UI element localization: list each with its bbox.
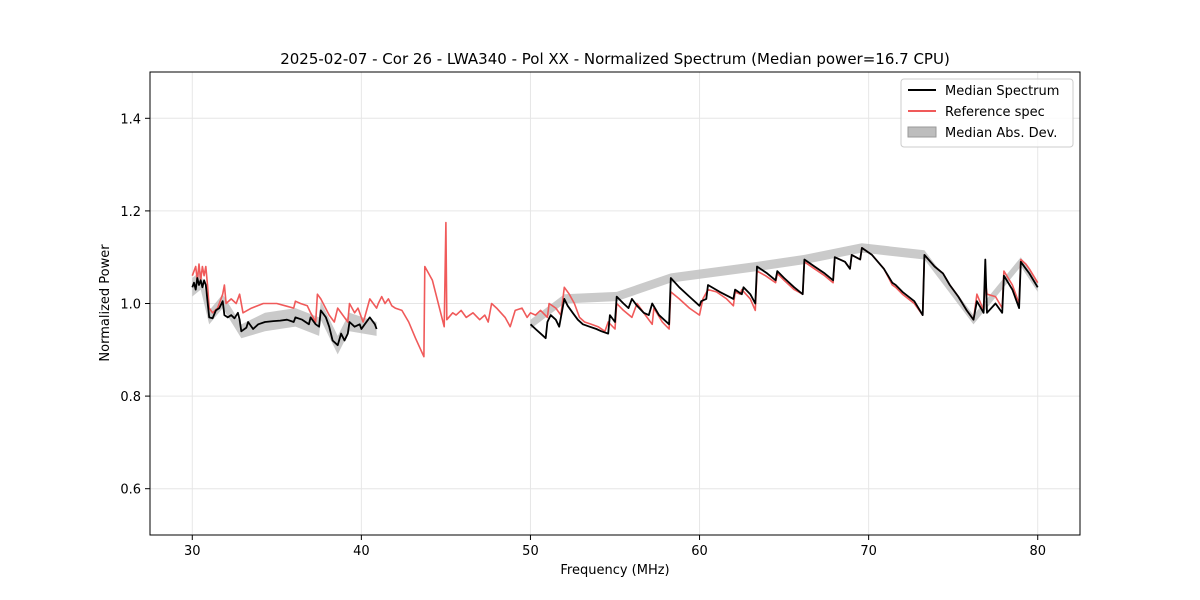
x-axis-ticks: 30 40 50 60 70 80 (184, 535, 1046, 559)
median-spectrum-line (529, 246, 1039, 340)
y-axis-ticks: 0.6 0.8 1.0 1.2 1.4 (120, 112, 150, 498)
legend-box (900, 78, 1074, 148)
y-tick-label: 0.6 (120, 483, 141, 498)
x-tick-label: 40 (353, 544, 370, 559)
mad-band (530, 243, 1038, 329)
y-tick-label: 1.4 (120, 112, 141, 127)
reference-spectrum-line (191, 221, 1039, 358)
median-spectrum-line (191, 277, 378, 347)
series-layer (191, 221, 1039, 358)
x-axis-label: Frequency (MHz) (560, 563, 669, 578)
y-axis-label: Normalized Power (98, 244, 113, 362)
legend-median-label: Median Spectrum (945, 84, 1059, 99)
legend: Median Spectrum Reference spec Median Ab… (900, 78, 1074, 148)
grid-lines (150, 72, 1080, 535)
y-tick-label: 1.0 (120, 298, 141, 313)
x-tick-label: 70 (860, 544, 877, 559)
y-tick-label: 1.2 (120, 205, 141, 220)
legend-mad-label: Median Abs. Dev. (945, 126, 1057, 141)
x-tick-label: 50 (522, 544, 539, 559)
legend-reference-label: Reference spec (945, 105, 1045, 120)
legend-mad-swatch (907, 126, 937, 138)
y-tick-label: 0.8 (120, 390, 141, 405)
x-tick-label: 60 (691, 544, 708, 559)
x-tick-label: 80 (1029, 544, 1046, 559)
x-tick-label: 30 (184, 544, 201, 559)
chart-title: 2025-02-07 - Cor 26 - LWA340 - Pol XX - … (280, 50, 950, 68)
